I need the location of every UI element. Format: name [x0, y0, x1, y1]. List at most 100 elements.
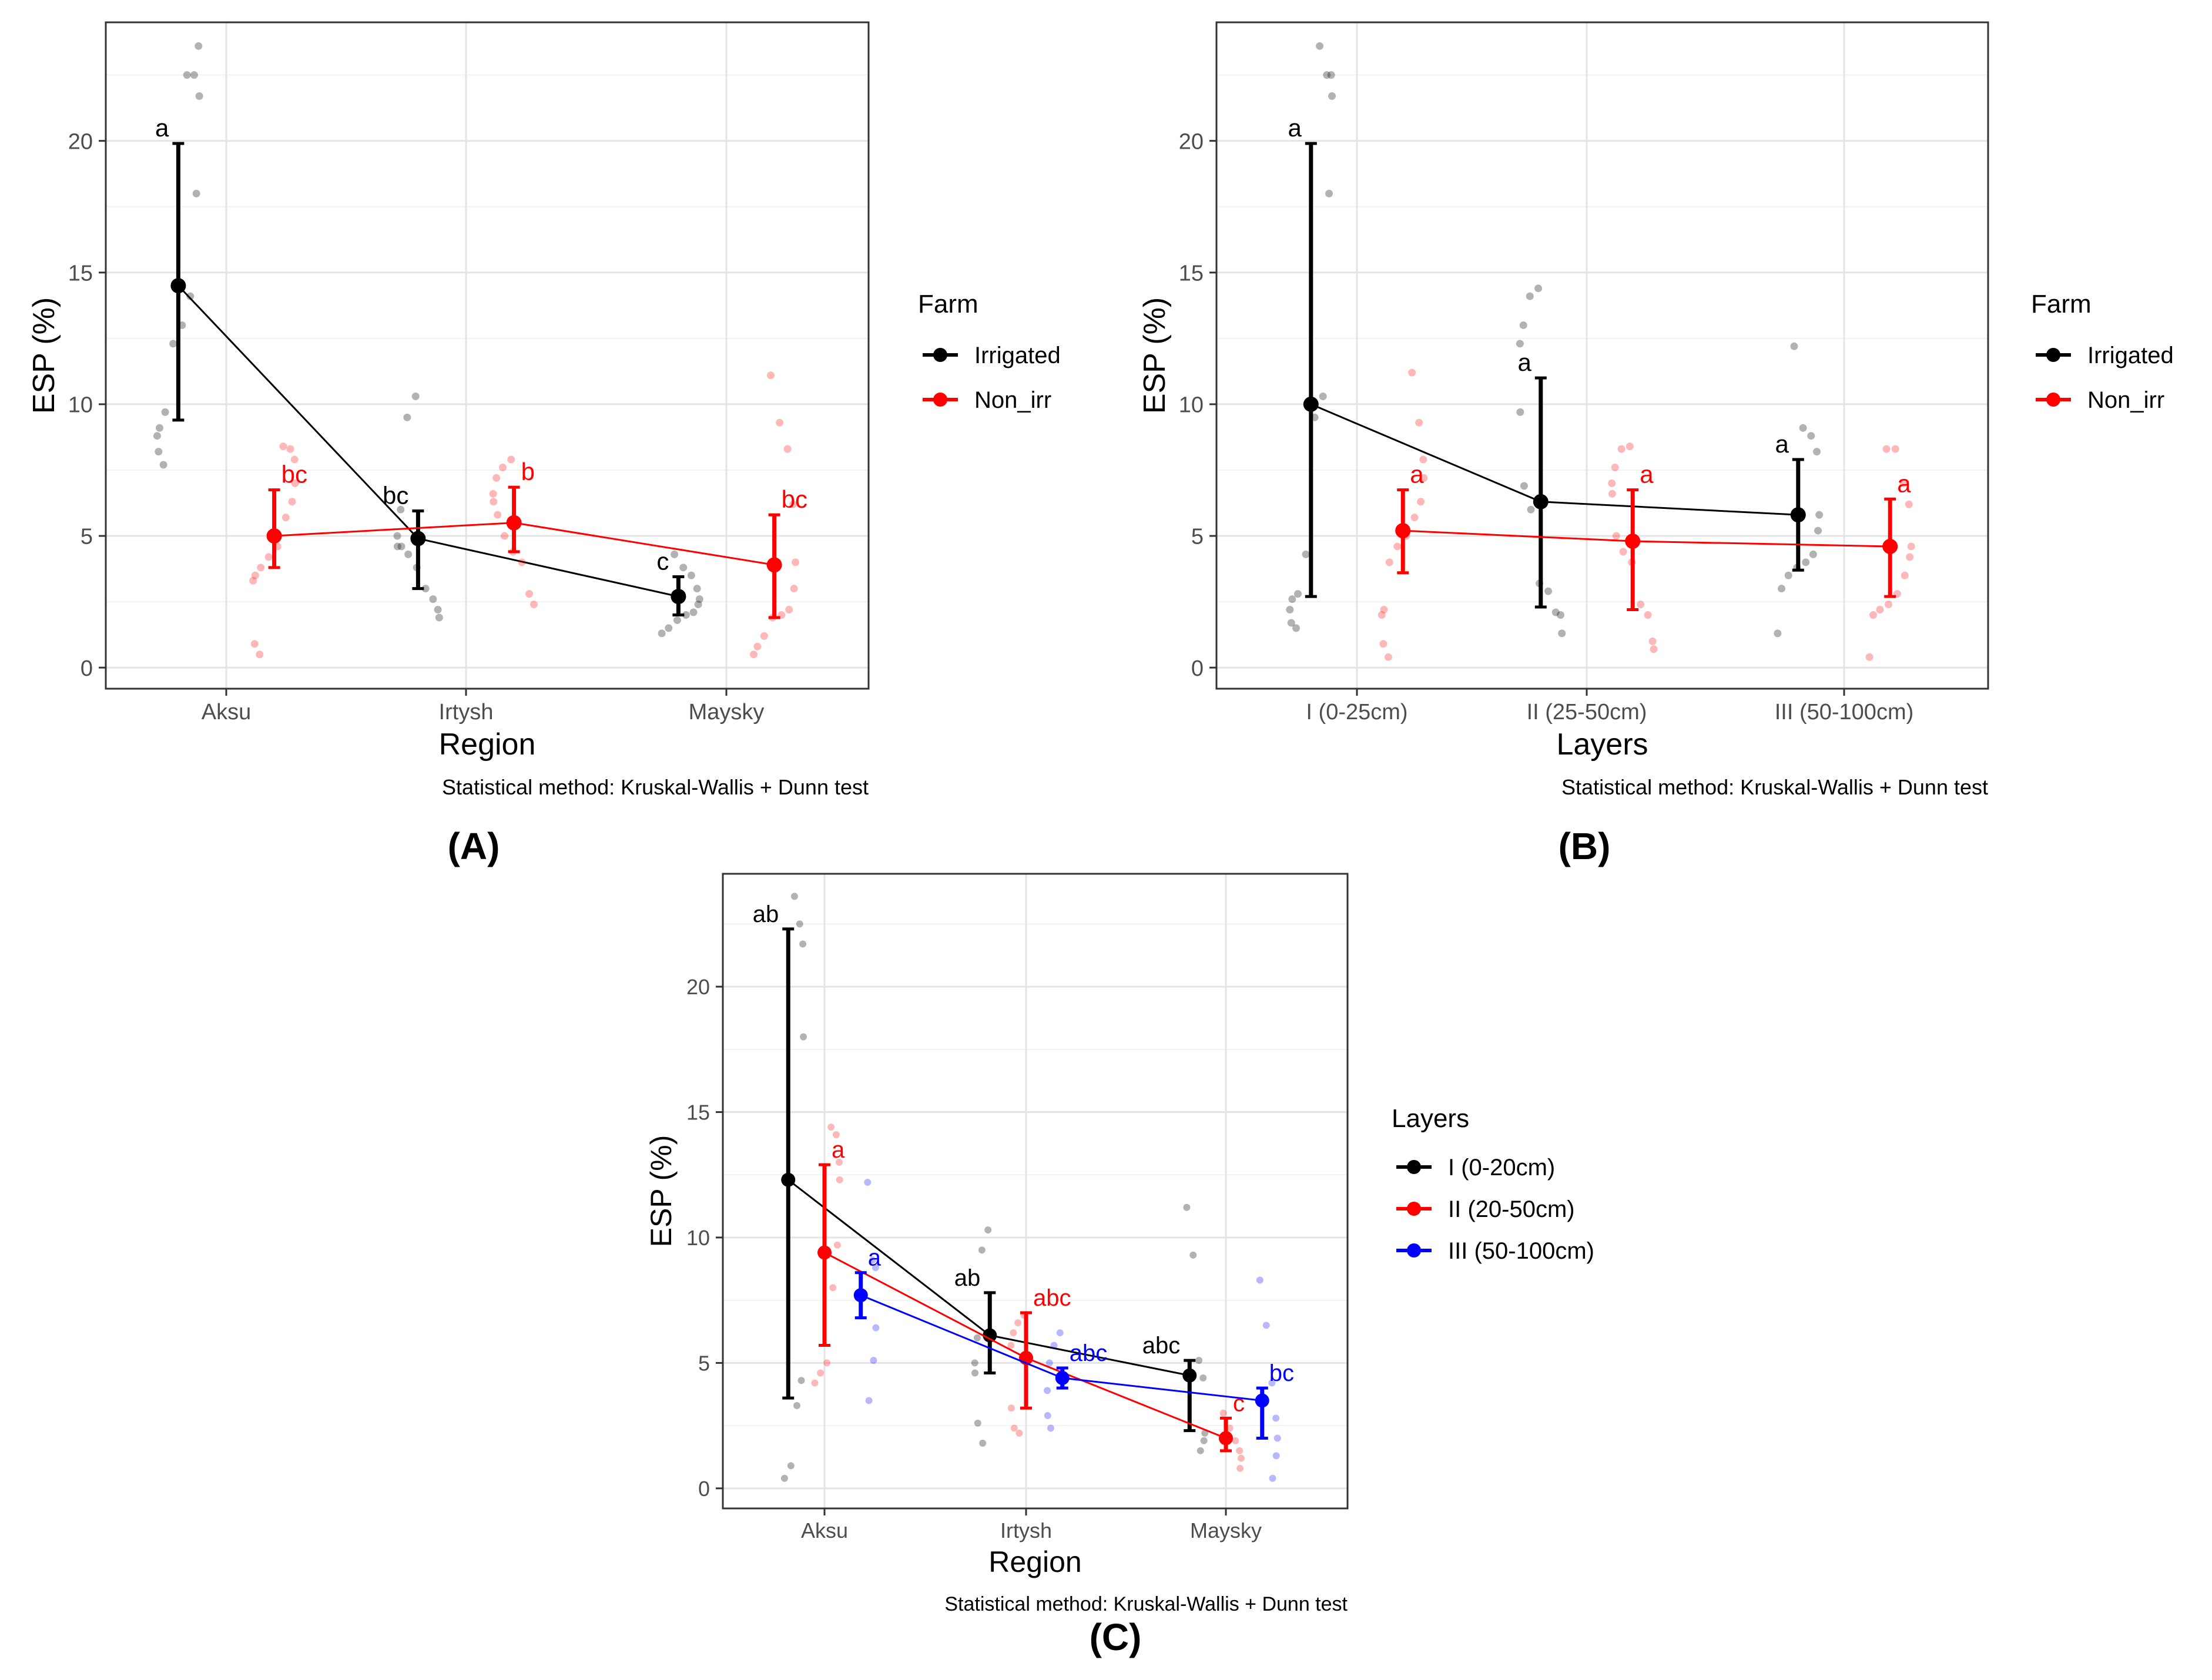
raw-data-point	[1637, 601, 1645, 609]
raw-data-point	[829, 1284, 837, 1292]
legend-key-point	[1407, 1160, 1421, 1174]
mean-point	[766, 557, 782, 573]
legend-title: Layers	[1392, 1104, 1469, 1133]
raw-data-point	[973, 1334, 981, 1342]
raw-data-point	[492, 474, 501, 482]
raw-data-point	[1608, 479, 1616, 487]
raw-data-point	[872, 1264, 879, 1272]
raw-data-point	[1551, 608, 1560, 616]
raw-data-point	[750, 650, 758, 659]
raw-data-point	[1385, 558, 1393, 566]
mean-point	[817, 1245, 832, 1260]
raw-data-point	[827, 1124, 835, 1131]
raw-data-point	[1526, 292, 1534, 300]
raw-data-point	[1269, 1474, 1276, 1482]
raw-data-point	[1199, 1374, 1207, 1382]
raw-data-point	[1323, 71, 1331, 79]
raw-data-point	[1045, 1359, 1053, 1367]
legend-title: Farm	[2031, 290, 2092, 318]
raw-data-point	[1056, 1329, 1064, 1337]
raw-data-point	[421, 585, 430, 593]
raw-data-point	[1007, 1404, 1015, 1412]
mean-point	[1055, 1371, 1070, 1386]
raw-data-point	[1905, 500, 1913, 508]
raw-data-point	[811, 1379, 819, 1387]
raw-data-point	[1044, 1412, 1051, 1420]
raw-data-point	[1869, 611, 1878, 619]
mean-point	[1533, 494, 1549, 509]
significance-letter: abc	[1070, 1340, 1108, 1366]
raw-data-point	[1648, 637, 1657, 645]
raw-data-point	[1612, 532, 1620, 540]
y-tick-label: 5	[1191, 525, 1204, 549]
raw-data-point	[872, 1324, 880, 1332]
raw-data-point	[833, 1241, 841, 1249]
raw-data-point	[1882, 445, 1891, 453]
mean-point	[671, 589, 686, 605]
x-tick-label: Irtysh	[439, 700, 494, 725]
mean-point	[1790, 507, 1806, 523]
raw-data-point	[286, 445, 294, 453]
legend-label: Non_irr	[2087, 387, 2164, 413]
y-tick-label: 0	[81, 656, 93, 681]
significance-letter: c	[656, 548, 669, 575]
panel-c-chart: 0 5 10 15 20 Aksu Irtysh Maysky ab ab abc a abc c a abc…	[645, 873, 1594, 1615]
raw-data-point	[1272, 1414, 1280, 1422]
raw-data-point	[1884, 601, 1892, 609]
panel-a-chart: 0 5 10 15 20 Aksu Irtysh Maysky a bc c bc b bc Region E…	[27, 21, 1061, 799]
raw-data-point	[865, 1397, 873, 1404]
legend-label: III (50-100cm)	[1448, 1238, 1594, 1264]
legend-label: I (0-20cm)	[1448, 1155, 1555, 1181]
panel-c-caption: (C)	[1090, 1616, 1142, 1658]
raw-data-point	[695, 595, 703, 603]
x-tick-label: Maysky	[689, 700, 765, 725]
mean-point	[853, 1288, 868, 1303]
raw-data-point	[281, 514, 290, 522]
raw-data-point	[155, 448, 163, 456]
significance-letter: a	[1640, 461, 1654, 488]
x-axis-title: Layers	[1556, 727, 1648, 762]
raw-data-point	[490, 498, 498, 506]
raw-data-point	[1232, 1437, 1239, 1444]
raw-data-point	[186, 292, 195, 300]
x-tick-label: Maysky	[1190, 1518, 1262, 1542]
raw-data-point	[817, 1369, 825, 1377]
raw-data-point	[1286, 606, 1294, 614]
y-tick-label: 10	[686, 1226, 710, 1250]
raw-data-point	[1047, 1424, 1054, 1432]
raw-data-point	[404, 550, 413, 558]
y-axis-title: ESP (%)	[1138, 297, 1172, 414]
y-tick-label: 15	[1179, 261, 1204, 286]
significance-letter: ab	[954, 1265, 981, 1291]
raw-data-point	[1384, 653, 1392, 661]
y-tick-label: 5	[81, 525, 93, 549]
x-tick-label: II (25-50cm)	[1527, 700, 1647, 725]
legend-key-point	[2046, 393, 2060, 407]
raw-data-point	[1813, 448, 1821, 456]
mean-point	[1625, 533, 1641, 549]
significance-letter: a	[1288, 114, 1302, 142]
raw-data-point	[689, 608, 698, 616]
raw-data-point	[1268, 1379, 1276, 1387]
y-tick-label: 20	[1179, 129, 1204, 154]
raw-data-point	[760, 632, 768, 640]
y-tick-label: 10	[68, 393, 93, 418]
legend-key-point	[1407, 1202, 1421, 1216]
mean-point	[781, 1172, 796, 1187]
raw-data-point	[971, 1359, 978, 1367]
raw-data-point	[1380, 606, 1388, 614]
raw-data-point	[776, 418, 784, 427]
raw-data-point	[1379, 640, 1387, 648]
raw-data-point	[1815, 511, 1824, 519]
raw-data-point	[291, 479, 299, 487]
significance-letter: abc	[1033, 1285, 1071, 1311]
raw-data-point	[1328, 92, 1336, 100]
raw-data-point	[1516, 340, 1524, 348]
raw-data-point	[498, 463, 507, 471]
raw-data-point	[1799, 424, 1807, 432]
raw-data-point	[251, 571, 259, 579]
raw-data-point	[403, 413, 411, 421]
raw-data-point	[1195, 1357, 1203, 1364]
raw-data-point	[1544, 587, 1553, 595]
significance-letter: bc	[281, 461, 307, 488]
